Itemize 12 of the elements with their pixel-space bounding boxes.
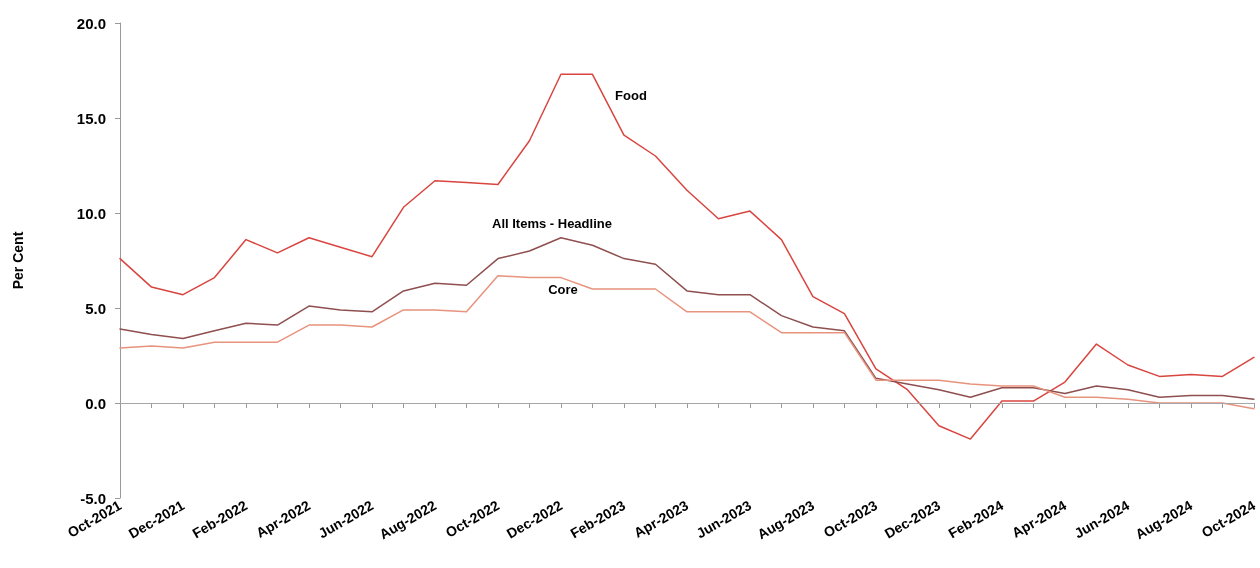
line-series	[119, 274, 1255, 410]
y-tick-label: 10.0	[76, 204, 106, 222]
line-series	[119, 73, 1255, 440]
y-axis-title: Per Cent	[10, 231, 26, 290]
y-tick-label: 0.0	[85, 394, 106, 412]
line-series	[119, 236, 1255, 400]
series-label: Food	[615, 87, 647, 103]
y-tick-label: 5.0	[85, 299, 106, 317]
series-label: All Items - Headline	[492, 216, 612, 232]
y-tick-label: 15.0	[76, 109, 106, 127]
y-tick-label: 20.0	[76, 14, 106, 32]
series-label: Core	[548, 282, 578, 298]
